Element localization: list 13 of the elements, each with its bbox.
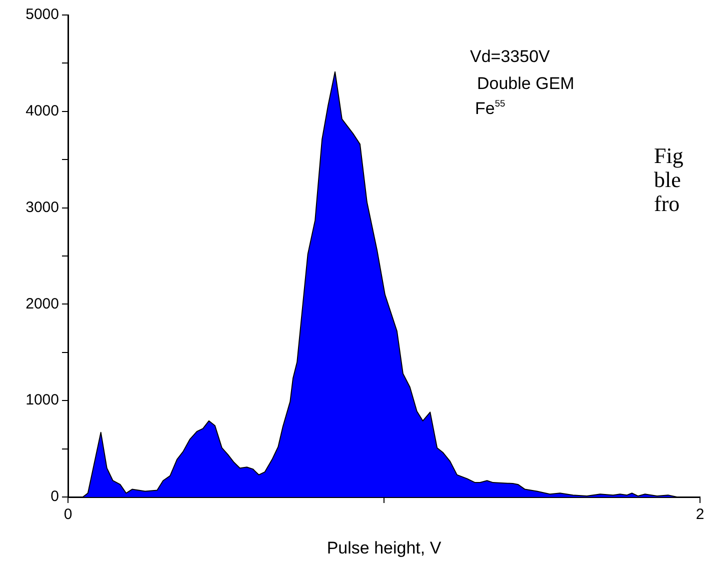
y-tick-label: 5000 [26,6,59,24]
annotation: fro [654,191,680,216]
annotation: Double GEM [477,74,574,93]
y-tick-label: 0 [50,488,59,506]
annotation: Vd=3350V [470,47,551,66]
y-tick-label: 2000 [26,295,59,312]
y-tick-label: 4000 [26,102,59,120]
y-tick-label: 1000 [26,392,59,409]
x-tick-label: 2 [696,506,704,524]
x-axis-title: Pulse height, V [326,538,442,558]
annotation: ble [654,167,681,192]
y-tick-label: 3000 [26,198,59,216]
annotation: Fig [654,143,684,168]
